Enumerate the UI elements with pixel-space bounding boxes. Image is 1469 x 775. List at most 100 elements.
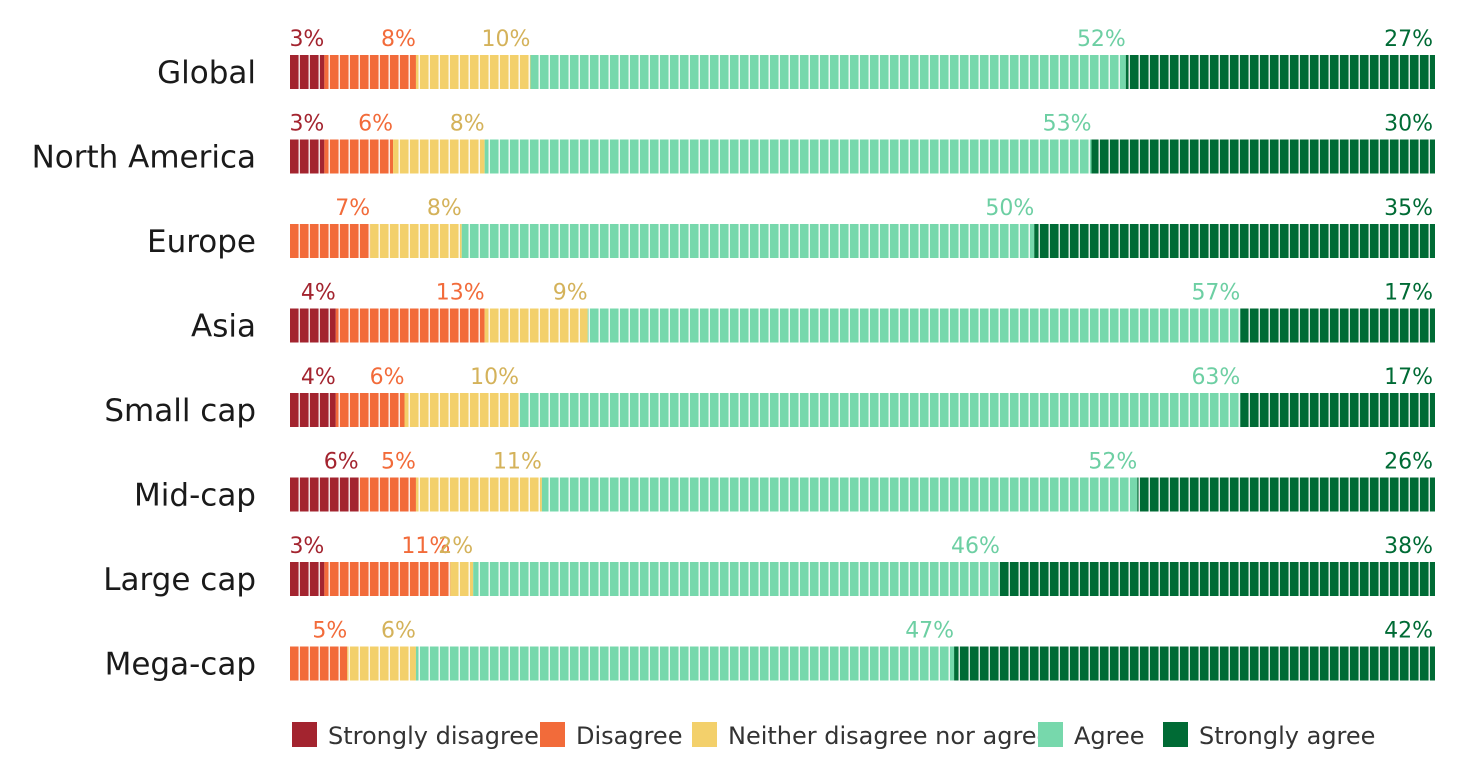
- value-label-strongly-disagree: 6%: [324, 450, 359, 475]
- value-label-disagree: 5%: [312, 619, 347, 644]
- value-label-agree: 52%: [1088, 450, 1137, 475]
- value-label-strongly-agree: 30%: [1384, 112, 1433, 137]
- legend-label: Neither disagree nor agree: [728, 722, 1051, 750]
- bar-segment-stripes: [358, 477, 416, 512]
- value-label-neither-disagree-nor-agree: 9%: [553, 281, 588, 306]
- legend-item-strongly-disagree: Strongly disagree: [292, 722, 539, 750]
- value-label-agree: 52%: [1077, 27, 1126, 52]
- bar-segment-stripes: [290, 55, 325, 89]
- bar-row-mega-cap: Mega-cap 5% 6% 47% 42%: [105, 619, 1435, 683]
- value-label-disagree: 13%: [436, 281, 485, 306]
- bar-segment-stripes: [473, 562, 1000, 596]
- bar-segment-stripes: [404, 393, 519, 427]
- bar-segment-stripes: [290, 562, 325, 596]
- bar-row-mid-cap: Mid-cap 6% 5% 11% 52% 26%: [134, 450, 1435, 514]
- bar-row-global: Global 3% 8% 10% 52% 27%: [157, 27, 1435, 91]
- value-label-agree: 53%: [1043, 112, 1092, 137]
- bars-group: Global 3% 8% 10% 52% 27% North America 3% 6% 8% 53…: [32, 27, 1435, 683]
- value-label-strongly-agree: 26%: [1384, 450, 1433, 475]
- bar-row-small-cap: Small cap 4% 6% 10% 63% 17%: [104, 365, 1435, 429]
- bar-segment-stripes: [519, 393, 1241, 427]
- legend-item-disagree: Disagree: [540, 722, 682, 750]
- value-label-neither-disagree-nor-agree: 8%: [427, 196, 462, 221]
- bar-segment-stripes: [1240, 308, 1435, 343]
- value-label-disagree: 11%: [401, 534, 450, 559]
- value-label-neither-disagree-nor-agree: 11%: [493, 450, 542, 475]
- value-label-agree: 47%: [905, 619, 954, 644]
- value-label-agree: 63%: [1191, 365, 1240, 390]
- bar-segment-stripes: [324, 139, 394, 174]
- bar-segment-stripes: [999, 562, 1435, 596]
- value-label-strongly-disagree: 3%: [289, 27, 324, 52]
- value-label-strongly-disagree: 4%: [301, 365, 336, 390]
- bar-segment-stripes: [290, 139, 325, 174]
- value-label-neither-disagree-nor-agree: 10%: [482, 27, 531, 52]
- value-label-agree: 57%: [1191, 281, 1240, 306]
- bar-segment-stripes: [541, 477, 1138, 512]
- bar-segment-stripes: [335, 308, 485, 343]
- legend-item-neither-disagree-nor-agree: Neither disagree nor agree: [692, 722, 1051, 750]
- value-label-disagree: 6%: [358, 112, 393, 137]
- bar-segment-stripes: [587, 308, 1241, 343]
- category-label: North America: [32, 140, 256, 176]
- category-label: Small cap: [104, 393, 256, 429]
- category-label: Asia: [191, 309, 256, 345]
- value-label-strongly-disagree: 3%: [289, 112, 324, 137]
- value-label-neither-disagree-nor-agree: 2%: [438, 534, 473, 559]
- bar-segment-stripes: [1091, 139, 1435, 174]
- legend-label: Agree: [1074, 722, 1145, 750]
- value-label-strongly-agree: 38%: [1384, 534, 1433, 559]
- value-label-strongly-agree: 17%: [1384, 281, 1433, 306]
- bar-segment-stripes: [290, 393, 336, 427]
- value-label-agree: 46%: [951, 534, 1000, 559]
- bar-segment-stripes: [954, 646, 1435, 681]
- bar-segment-stripes: [1240, 393, 1435, 427]
- value-label-strongly-agree: 35%: [1384, 196, 1433, 221]
- bar-segment-stripes: [461, 224, 1035, 258]
- category-label: Mid-cap: [134, 478, 256, 514]
- legend-item-agree: Agree: [1038, 722, 1145, 750]
- value-label-disagree: 6%: [370, 365, 405, 390]
- bar-segment-stripes: [1125, 55, 1435, 89]
- bar-segment-stripes: [1034, 224, 1435, 258]
- category-label: Global: [157, 55, 256, 91]
- legend: Strongly disagree Disagree Neither disagre…: [292, 722, 1375, 750]
- category-label: Mega-cap: [105, 647, 256, 683]
- bar-segment-stripes: [335, 393, 405, 427]
- bar-segment-stripes: [324, 55, 416, 89]
- bar-segment-stripes: [290, 308, 336, 343]
- legend-label: Strongly disagree: [328, 722, 539, 750]
- bar-segment-stripes: [324, 562, 451, 596]
- bar-segment-stripes: [450, 562, 474, 596]
- value-label-neither-disagree-nor-agree: 10%: [470, 365, 519, 390]
- bar-segment-stripes: [530, 55, 1126, 89]
- bar-segment-stripes: [370, 224, 462, 258]
- bar-segment-stripes: [484, 308, 588, 343]
- value-label-disagree: 5%: [381, 450, 416, 475]
- value-label-strongly-agree: 17%: [1384, 365, 1433, 390]
- value-label-strongly-agree: 42%: [1384, 619, 1433, 644]
- bar-row-north-america: North America 3% 6% 8% 53% 30%: [32, 112, 1435, 176]
- value-label-strongly-disagree: 4%: [301, 281, 336, 306]
- bar-row-large-cap: Large cap 3% 11%2% 46% 38%: [103, 534, 1435, 598]
- value-label-disagree: 8%: [381, 27, 416, 52]
- value-label-agree: 50%: [985, 196, 1034, 221]
- legend-swatch: [292, 722, 317, 747]
- legend-item-strongly-agree: Strongly agree: [1163, 722, 1375, 750]
- bar-segment-stripes: [290, 224, 371, 258]
- legend-swatch: [692, 722, 717, 747]
- bar-segment-stripes: [1137, 477, 1435, 512]
- category-label: Europe: [147, 224, 256, 260]
- legend-label: Strongly agree: [1199, 722, 1375, 750]
- value-label-neither-disagree-nor-agree: 6%: [381, 619, 416, 644]
- value-label-strongly-agree: 27%: [1384, 27, 1433, 52]
- bar-segment-stripes: [415, 55, 531, 89]
- bar-segment-stripes: [484, 139, 1092, 174]
- value-label-strongly-disagree: 3%: [289, 534, 324, 559]
- value-label-disagree: 7%: [335, 196, 370, 221]
- bar-segment-stripes: [415, 477, 542, 512]
- legend-swatch: [540, 722, 565, 747]
- bar-segment-stripes: [393, 139, 485, 174]
- bar-segment-stripes: [347, 646, 416, 681]
